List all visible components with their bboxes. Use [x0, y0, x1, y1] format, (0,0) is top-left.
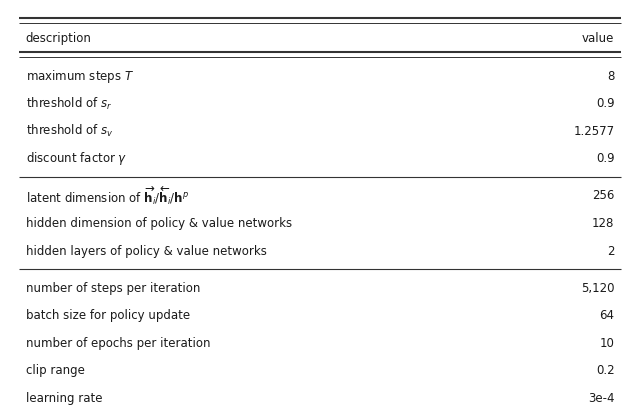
Text: hidden layers of policy & value networks: hidden layers of policy & value networks — [26, 245, 266, 258]
Text: maximum steps $T$: maximum steps $T$ — [26, 68, 134, 85]
Text: hidden dimension of policy & value networks: hidden dimension of policy & value netwo… — [26, 217, 292, 230]
Text: 2: 2 — [607, 245, 614, 258]
Text: learning rate: learning rate — [26, 392, 102, 405]
Text: value: value — [582, 32, 614, 45]
Text: 0.2: 0.2 — [596, 364, 614, 377]
Text: threshold of $s_r$: threshold of $s_r$ — [26, 96, 112, 112]
Text: batch size for policy update: batch size for policy update — [26, 309, 189, 322]
Text: 3e-4: 3e-4 — [588, 392, 614, 405]
Text: 8: 8 — [607, 70, 614, 83]
Text: discount factor $\gamma$: discount factor $\gamma$ — [26, 150, 127, 167]
Text: 0.9: 0.9 — [596, 97, 614, 110]
Text: 0.9: 0.9 — [596, 152, 614, 165]
Text: 256: 256 — [592, 190, 614, 202]
Text: 128: 128 — [592, 217, 614, 230]
Text: clip range: clip range — [26, 364, 84, 377]
Text: 1.2577: 1.2577 — [573, 125, 614, 138]
Text: number of epochs per iteration: number of epochs per iteration — [26, 337, 210, 350]
Text: latent dimension of $\overrightarrow{\mathbf{h}}_i/\overleftarrow{\mathbf{h}}_i/: latent dimension of $\overrightarrow{\ma… — [26, 185, 189, 207]
Text: 10: 10 — [600, 337, 614, 350]
Text: 64: 64 — [600, 309, 614, 322]
Text: number of steps per iteration: number of steps per iteration — [26, 282, 200, 295]
Text: 5,120: 5,120 — [581, 282, 614, 295]
Text: description: description — [26, 32, 92, 45]
Text: threshold of $s_v$: threshold of $s_v$ — [26, 123, 113, 139]
